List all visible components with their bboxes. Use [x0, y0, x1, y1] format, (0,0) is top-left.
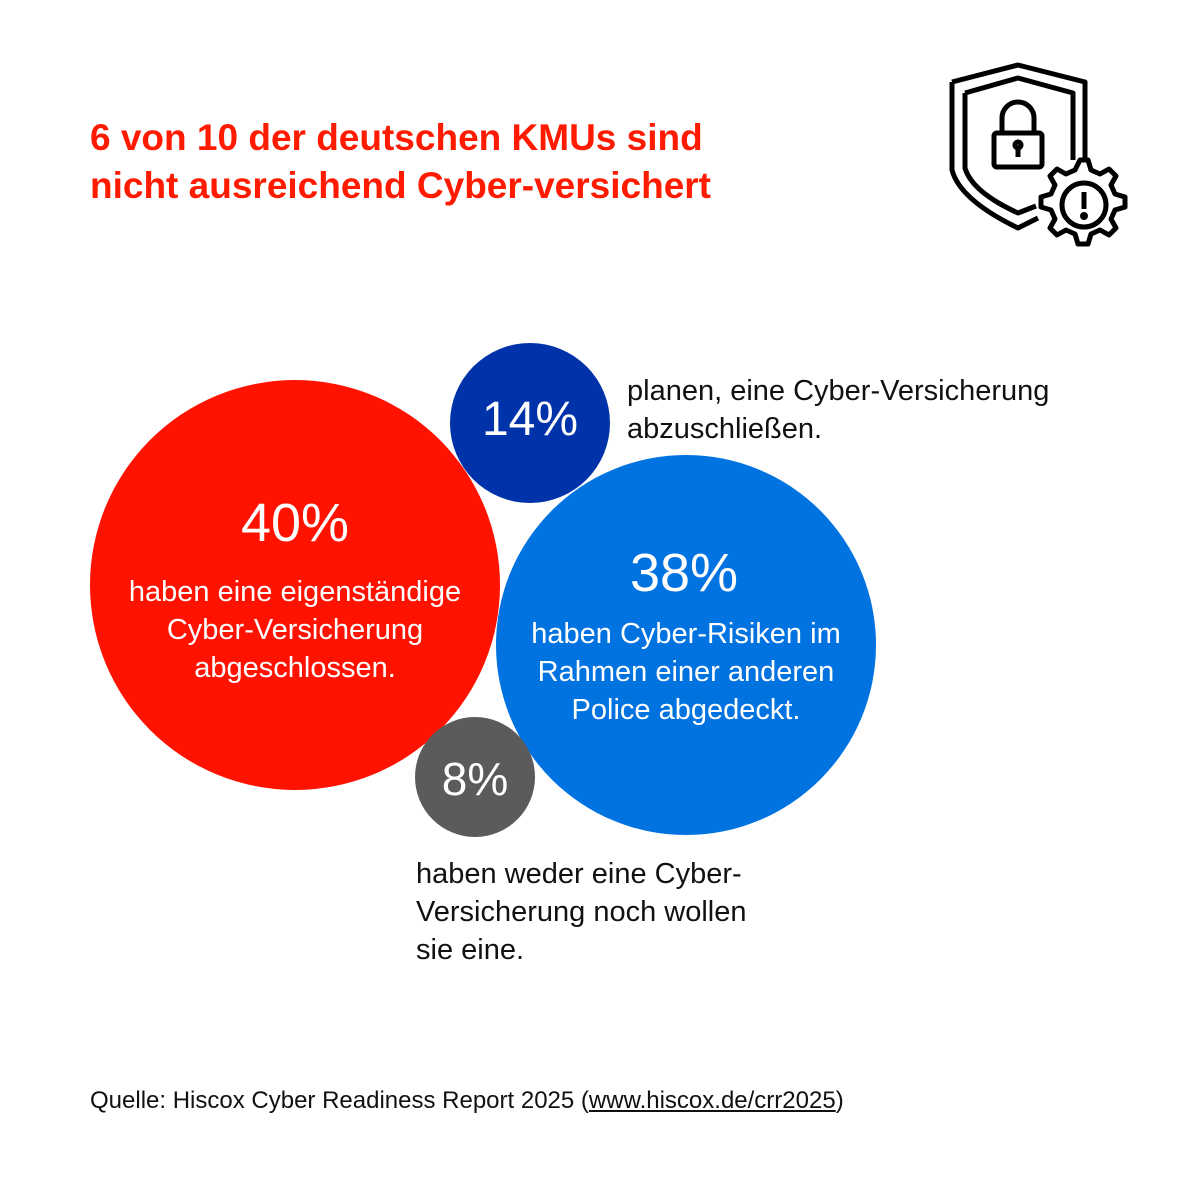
bubble-text-14: planen, eine Cyber-Versicherung abzuschl…: [627, 375, 1050, 445]
bubble-14: [450, 343, 610, 503]
bubble-40: [90, 380, 500, 790]
bubble-label-40: 40%: [240, 493, 350, 553]
bubble-text-40: haben eine eigenständige Cyber-Versicher…: [128, 576, 462, 684]
source-note: Quelle: Hiscox Cyber Readiness Report 20…: [90, 1087, 844, 1114]
bubble-38: [496, 455, 876, 835]
source-link[interactable]: www.hiscox.de/crr2025: [588, 1087, 836, 1114]
title-line-1: 6 von 10 der deutschen KMUs sind: [90, 117, 703, 158]
bubble-8: [415, 717, 535, 837]
page-title: 6 von 10 der deutschen KMUs sind nicht a…: [90, 114, 711, 210]
bubble-label-38: 38%: [629, 543, 739, 603]
title-line-2: nicht ausreichend Cyber-versichert: [90, 165, 711, 206]
bubble-label-14: 14%: [481, 393, 579, 446]
shield-lock-gear-warning-icon: [949, 62, 1128, 247]
bubble-text-8: haben weder eine Cyber- Versicherung noc…: [416, 858, 747, 966]
bubble-text-38: haben Cyber-Risiken im Rahmen einer ande…: [531, 618, 841, 726]
bubble-label-8: 8%: [441, 753, 509, 805]
